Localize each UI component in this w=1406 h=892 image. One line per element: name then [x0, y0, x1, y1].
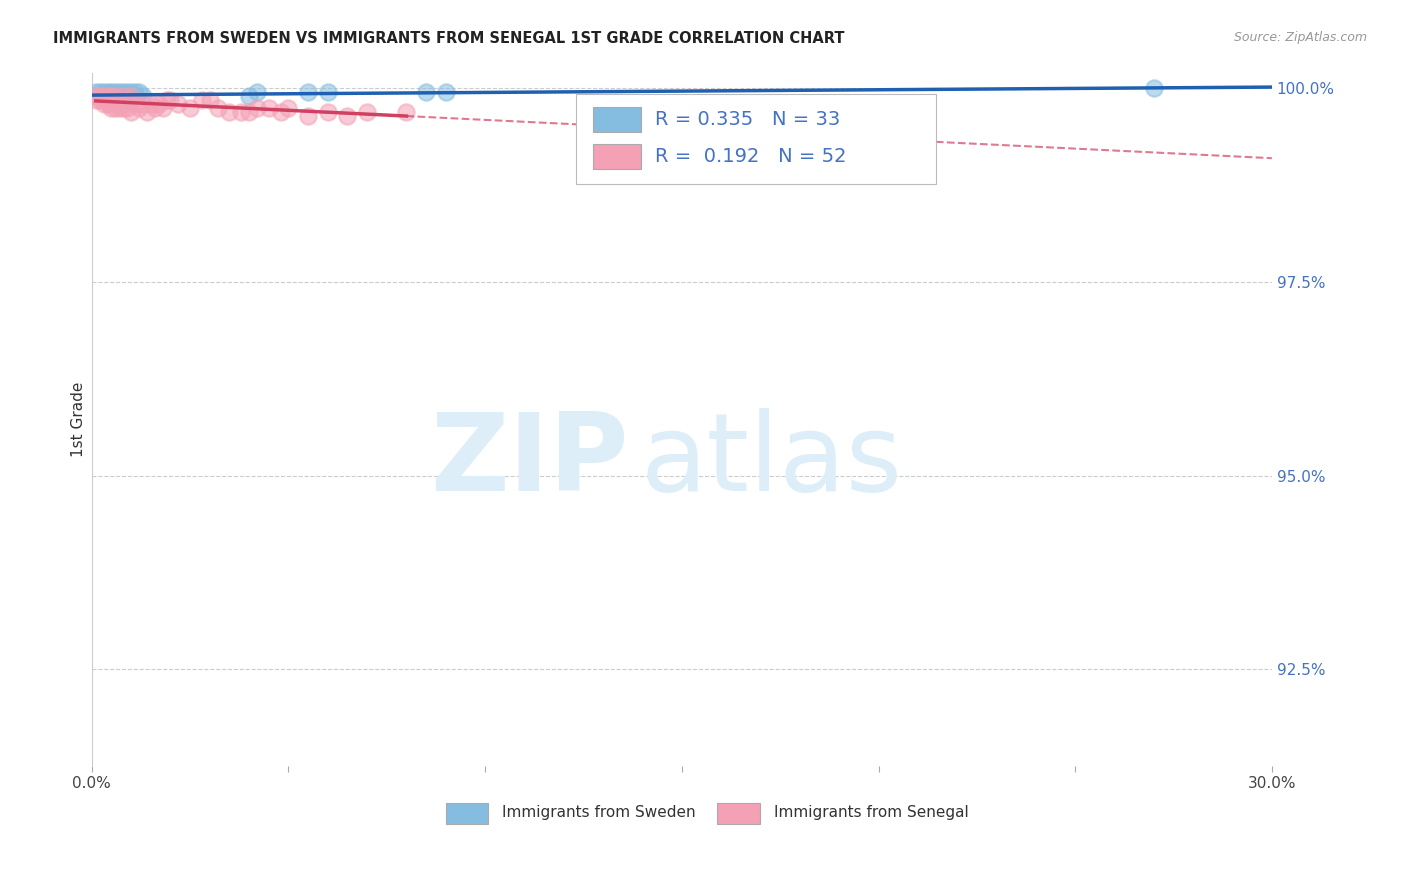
Point	[104, 86, 127, 100]
Point	[89, 93, 111, 107]
Point	[115, 101, 138, 115]
Point	[120, 104, 142, 119]
Point	[100, 101, 122, 115]
Point	[96, 89, 118, 103]
Point	[434, 86, 457, 100]
Point	[179, 101, 201, 115]
Text: Immigrants from Senegal: Immigrants from Senegal	[773, 805, 969, 821]
Point	[139, 97, 162, 112]
Point	[238, 89, 260, 103]
FancyBboxPatch shape	[717, 803, 759, 824]
Point	[100, 93, 122, 107]
Point	[120, 89, 142, 103]
Point	[336, 109, 359, 123]
Point	[152, 101, 174, 115]
Point	[115, 89, 138, 103]
FancyBboxPatch shape	[575, 94, 935, 184]
Point	[112, 101, 135, 115]
Point	[104, 93, 127, 107]
Point	[100, 86, 122, 100]
Point	[356, 104, 378, 119]
Point	[135, 104, 157, 119]
Point	[316, 86, 339, 100]
Point	[104, 93, 127, 107]
Point	[124, 89, 146, 103]
Point	[297, 86, 319, 100]
Point	[108, 101, 131, 115]
Text: R = 0.335   N = 33: R = 0.335 N = 33	[655, 110, 839, 129]
Point	[112, 89, 135, 103]
Point	[115, 93, 138, 107]
Point	[1143, 81, 1166, 95]
Point	[257, 101, 280, 115]
Point	[112, 89, 135, 103]
Point	[198, 93, 221, 107]
Point	[104, 89, 127, 103]
Text: atlas: atlas	[641, 408, 903, 514]
Point	[231, 104, 253, 119]
Point	[155, 93, 177, 107]
Point	[124, 97, 146, 112]
Point	[270, 104, 292, 119]
Point	[84, 86, 107, 100]
Point	[93, 97, 115, 112]
Point	[120, 89, 142, 103]
Point	[120, 86, 142, 100]
Point	[104, 89, 127, 103]
Text: Immigrants from Sweden: Immigrants from Sweden	[502, 805, 696, 821]
Y-axis label: 1st Grade: 1st Grade	[72, 382, 86, 457]
Point	[148, 97, 170, 112]
Point	[96, 97, 118, 112]
Point	[93, 86, 115, 100]
Point	[93, 89, 115, 103]
Point	[218, 104, 240, 119]
Point	[207, 101, 229, 115]
Point	[100, 89, 122, 103]
Point	[108, 93, 131, 107]
Point	[108, 89, 131, 103]
Point	[93, 93, 115, 107]
Point	[96, 93, 118, 107]
Point	[238, 104, 260, 119]
Point	[112, 93, 135, 107]
FancyBboxPatch shape	[446, 803, 488, 824]
Point	[143, 101, 166, 115]
Point	[96, 89, 118, 103]
Point	[96, 93, 118, 107]
FancyBboxPatch shape	[593, 144, 641, 169]
Point	[167, 97, 190, 112]
Text: R =  0.192   N = 52: R = 0.192 N = 52	[655, 146, 846, 166]
Point	[120, 93, 142, 107]
Point	[128, 101, 150, 115]
Point	[108, 86, 131, 100]
Point	[159, 93, 181, 107]
Point	[132, 89, 155, 103]
Point	[395, 104, 418, 119]
FancyBboxPatch shape	[593, 107, 641, 132]
Point	[124, 86, 146, 100]
Point	[96, 86, 118, 100]
Point	[104, 101, 127, 115]
Point	[100, 89, 122, 103]
Text: Source: ZipAtlas.com: Source: ZipAtlas.com	[1233, 31, 1367, 45]
Point	[316, 104, 339, 119]
Point	[246, 86, 269, 100]
Point	[132, 97, 155, 112]
Text: IMMIGRANTS FROM SWEDEN VS IMMIGRANTS FROM SENEGAL 1ST GRADE CORRELATION CHART: IMMIGRANTS FROM SWEDEN VS IMMIGRANTS FRO…	[53, 31, 845, 46]
Point	[84, 93, 107, 107]
Point	[108, 97, 131, 112]
Point	[112, 86, 135, 100]
Point	[191, 93, 214, 107]
Point	[89, 86, 111, 100]
Point	[277, 101, 299, 115]
Point	[128, 86, 150, 100]
Point	[415, 86, 437, 100]
Point	[115, 86, 138, 100]
Point	[84, 89, 107, 103]
Text: ZIP: ZIP	[430, 408, 628, 514]
Point	[89, 89, 111, 103]
Point	[93, 89, 115, 103]
Point	[246, 101, 269, 115]
Point	[297, 109, 319, 123]
